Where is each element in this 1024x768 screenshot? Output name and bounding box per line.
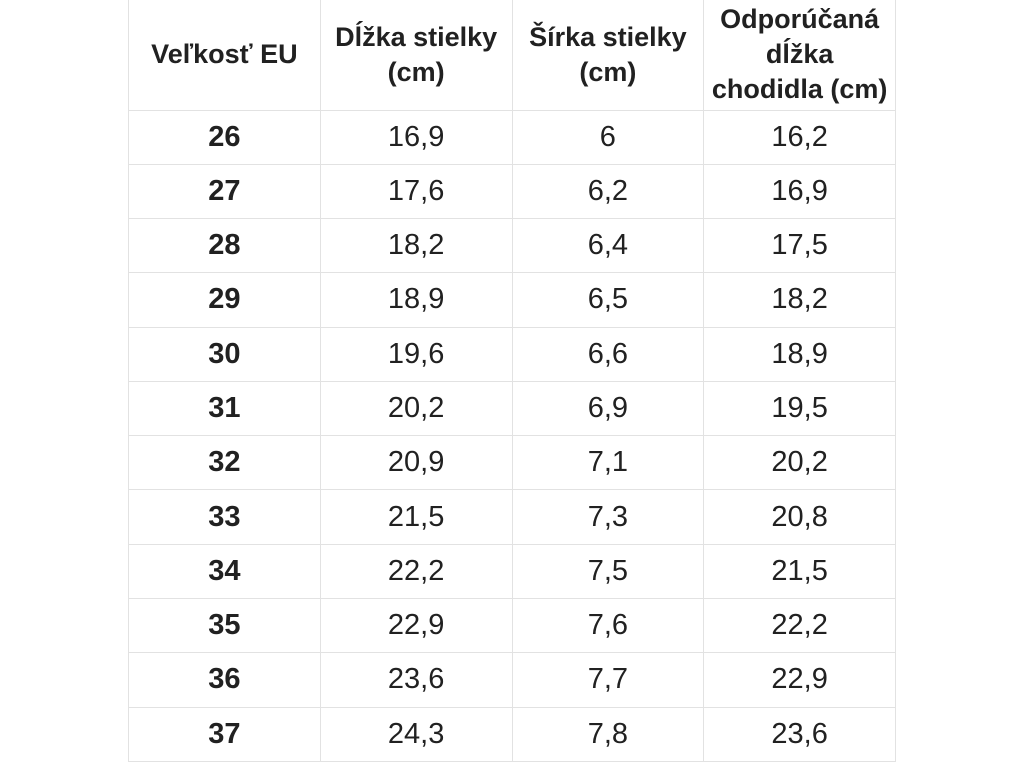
header-line: chodidla (cm) [711,74,888,105]
foot-cell: 16,2 [703,109,896,165]
foot-cell: 16,9 [703,163,896,220]
foot-cell: 18,9 [703,326,896,382]
table-row: 26 16,9 6 16,2 [128,109,896,165]
column-header-length: Dĺžka stielky (cm) [319,0,513,111]
size-cell: 30 [128,326,321,382]
foot-cell: 20,2 [703,435,896,491]
size-cell: 34 [128,543,321,600]
length-cell: 22,9 [319,598,513,654]
header-line: Šírka stielky [529,21,687,52]
table-row: 34 22,2 7,5 21,5 [128,543,896,600]
size-cell: 27 [128,163,321,220]
length-cell: 20,9 [319,435,513,491]
width-cell: 7,3 [511,489,705,545]
length-cell: 16,9 [319,109,513,165]
length-cell: 18,9 [319,272,513,328]
size-cell: 36 [128,652,321,708]
width-cell: 7,6 [511,598,705,654]
table-row: 36 23,6 7,7 22,9 [128,652,896,708]
header-row: Veľkosť EU Dĺžka stielky (cm) Šírka stielky… [128,0,896,111]
length-cell: 21,5 [319,489,513,545]
size-cell: 33 [128,489,321,545]
table-row: 37 24,3 7,8 23,6 [128,706,896,763]
header-line: Odporúčaná [720,4,880,35]
table-row: 29 18,9 6,5 18,2 [128,272,896,328]
foot-cell: 22,9 [703,652,896,708]
width-cell: 6,6 [511,326,705,382]
table-row: 32 20,9 7,1 20,2 [128,435,896,491]
foot-cell: 19,5 [703,380,896,437]
table-row: 31 20,2 6,9 19,5 [128,380,896,437]
foot-cell: 21,5 [703,543,896,600]
width-cell: 6,5 [511,272,705,328]
foot-cell: 17,5 [703,218,896,274]
table-row: 27 17,6 6,2 16,9 [128,163,896,220]
foot-cell: 20,8 [703,489,896,545]
length-cell: 17,6 [319,163,513,220]
size-cell: 37 [128,706,321,763]
length-cell: 22,2 [319,543,513,600]
table-header: Veľkosť EU Dĺžka stielky (cm) Šírka stielky… [128,0,896,111]
width-cell: 7,8 [511,706,705,763]
header-line: Veľkosť EU [151,39,298,70]
size-cell: 28 [128,218,321,274]
width-cell: 6 [511,109,705,165]
header-line: (cm) [579,56,637,87]
column-header-width: Šírka stielky (cm) [511,0,705,111]
header-line: Dĺžka stielky [335,21,498,52]
length-cell: 18,2 [319,218,513,274]
table-row: 35 22,9 7,6 22,2 [128,598,896,654]
column-header-foot: Odporúčaná dĺžka chodidla (cm) [703,0,896,111]
foot-cell: 18,2 [703,272,896,328]
width-cell: 7,7 [511,652,705,708]
length-cell: 19,6 [319,326,513,382]
width-cell: 7,5 [511,543,705,600]
table-row: 28 18,2 6,4 17,5 [128,218,896,274]
shoe-size-table: Veľkosť EU Dĺžka stielky (cm) Šírka stielky… [128,0,896,763]
header-line: dĺžka [765,39,834,70]
length-cell: 20,2 [319,380,513,437]
header-line: (cm) [387,56,445,87]
length-cell: 23,6 [319,652,513,708]
size-cell: 31 [128,380,321,437]
width-cell: 6,2 [511,163,705,220]
column-header-size: Veľkosť EU [128,0,321,111]
foot-cell: 23,6 [703,706,896,763]
width-cell: 6,4 [511,218,705,274]
table-row: 33 21,5 7,3 20,8 [128,489,896,545]
table-row: 30 19,6 6,6 18,9 [128,326,896,382]
foot-cell: 22,2 [703,598,896,654]
width-cell: 6,9 [511,380,705,437]
width-cell: 7,1 [511,435,705,491]
size-cell: 26 [128,109,321,165]
size-cell: 32 [128,435,321,491]
size-cell: 35 [128,598,321,654]
length-cell: 24,3 [319,706,513,763]
table-body: 26 16,9 6 16,2 27 17,6 6,2 16,9 28 18,2 6,4 17,5 29 1… [128,109,896,763]
size-cell: 29 [128,272,321,328]
